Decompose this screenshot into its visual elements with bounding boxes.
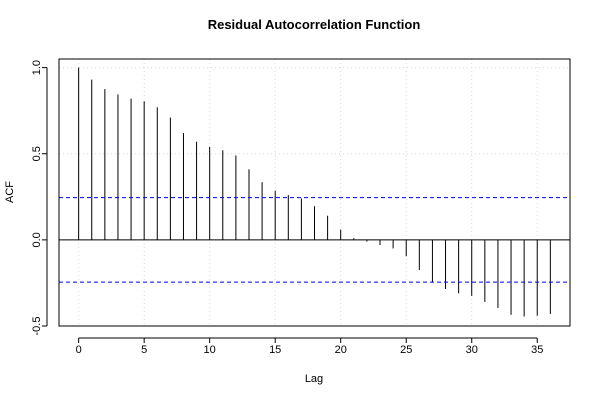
x-axis-label: Lag: [305, 373, 323, 385]
y-tick-label-3: 1.0: [31, 60, 43, 75]
x-tick-label-3: 15: [269, 344, 281, 356]
chart-title: Residual Autocorrelation Function: [208, 17, 421, 32]
x-tick-label-1: 5: [141, 344, 147, 356]
y-tick-label-0: -0.5: [31, 317, 43, 336]
x-tick-label-2: 10: [204, 344, 216, 356]
x-tick-label-6: 30: [466, 344, 478, 356]
x-tick-label-5: 25: [400, 344, 412, 356]
x-tick-label-7: 35: [531, 344, 543, 356]
x-tick-label-0: 0: [76, 344, 82, 356]
y-tick-label-2: 0.5: [31, 146, 43, 161]
y-axis-label: ACF: [4, 181, 16, 203]
x-tick-label-4: 20: [335, 344, 347, 356]
y-tick-label-1: 0.0: [31, 232, 43, 247]
